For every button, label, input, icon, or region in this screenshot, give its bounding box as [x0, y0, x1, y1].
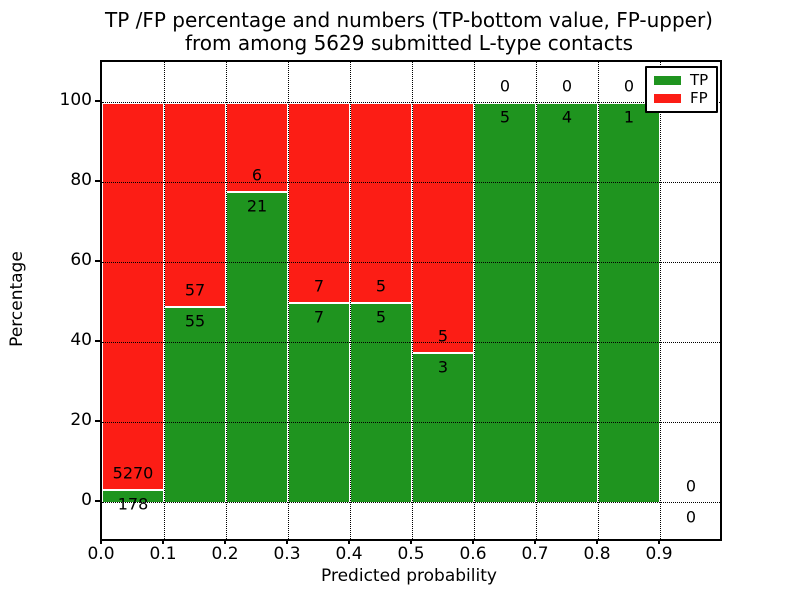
y-tick-label: 0 — [81, 490, 92, 510]
horizontal-gridline — [102, 262, 720, 263]
vertical-gridline — [536, 62, 537, 539]
fp-count-label: 6 — [251, 165, 263, 185]
x-tick-label: 0.3 — [273, 544, 301, 564]
fp-count-label: 0 — [685, 476, 697, 496]
horizontal-gridline — [102, 182, 720, 183]
legend-item-tp: TP — [647, 73, 716, 88]
legend-item-fp: FP — [647, 91, 716, 106]
horizontal-gridline — [102, 342, 720, 343]
tp-count-label: 5 — [375, 307, 387, 327]
y-tick-mark — [95, 420, 100, 422]
fp-bar-segment — [227, 102, 287, 191]
x-axis-label: Predicted probability — [321, 566, 497, 586]
tp-count-label: 55 — [184, 311, 206, 331]
tp-count-label: 0 — [685, 507, 697, 527]
vertical-gridline — [412, 62, 413, 539]
vertical-gridline — [474, 62, 475, 539]
legend-label: TP — [690, 71, 709, 89]
x-tick-label: 0.6 — [459, 544, 487, 564]
y-axis-label: Percentage — [7, 251, 27, 347]
tp-bar-segment — [103, 489, 163, 502]
tp-legend-swatch-icon — [654, 76, 681, 85]
fp-count-label: 7 — [313, 276, 325, 296]
y-tick-mark — [95, 100, 100, 102]
fp-count-label: 0 — [499, 76, 511, 96]
x-tick-mark — [658, 539, 660, 544]
tp-bar-segment — [537, 102, 597, 502]
tp-count-label: 178 — [117, 494, 149, 514]
x-tick-label: 0.5 — [397, 544, 425, 564]
tp-count-label: 3 — [437, 357, 449, 377]
tp-count-label: 1 — [623, 107, 635, 127]
fp-legend-swatch-icon — [654, 94, 681, 103]
fp-count-label: 57 — [184, 280, 206, 300]
tp-bar-segment — [475, 102, 535, 502]
tp-count-label: 7 — [313, 307, 325, 327]
tp-bar-segment — [413, 352, 473, 502]
x-tick-label: 0.1 — [149, 544, 177, 564]
x-tick-mark — [534, 539, 536, 544]
y-tick-mark — [95, 180, 100, 182]
vertical-gridline — [350, 62, 351, 539]
x-tick-mark — [286, 539, 288, 544]
fp-bar-segment — [413, 102, 473, 352]
x-tick-label: 0.2 — [211, 544, 239, 564]
fp-bar-segment — [289, 102, 349, 302]
x-tick-mark — [162, 539, 164, 544]
vertical-gridline — [164, 62, 165, 539]
tp-bar-segment — [351, 302, 411, 502]
tp-bar-segment — [227, 191, 287, 502]
vertical-gridline — [660, 62, 661, 539]
y-tick-label: 80 — [70, 170, 92, 190]
tp-count-label: 21 — [246, 196, 268, 216]
tp-bar-segment — [599, 102, 659, 502]
fp-bar-segment — [165, 102, 225, 306]
fp-count-label: 0 — [561, 76, 573, 96]
x-tick-mark — [410, 539, 412, 544]
horizontal-gridline — [102, 102, 720, 103]
x-tick-label: 0.9 — [645, 544, 673, 564]
x-tick-mark — [100, 539, 102, 544]
x-tick-label: 0.0 — [87, 544, 115, 564]
x-tick-label: 0.4 — [335, 544, 363, 564]
fp-count-label: 5270 — [112, 463, 154, 483]
plot-area: 5270 178 57 55 6 21 7 7 5 5 5 3 0 5 0 4 0 1 0 0 — [100, 60, 722, 541]
horizontal-gridline — [102, 502, 720, 503]
y-tick-mark — [95, 340, 100, 342]
legend-label: FP — [690, 89, 708, 107]
vertical-gridline — [598, 62, 599, 539]
x-tick-mark — [348, 539, 350, 544]
vertical-gridline — [288, 62, 289, 539]
x-tick-mark — [472, 539, 474, 544]
y-tick-label: 60 — [70, 250, 92, 270]
vertical-gridline — [226, 62, 227, 539]
y-tick-label: 20 — [70, 410, 92, 430]
legend: TP FP — [645, 66, 718, 113]
y-tick-mark — [95, 260, 100, 262]
chart-title-line2: from among 5629 submitted L-type contact… — [184, 31, 634, 55]
x-tick-label: 0.8 — [583, 544, 611, 564]
horizontal-gridline — [102, 422, 720, 423]
x-tick-mark — [596, 539, 598, 544]
fp-bar-segment — [103, 102, 163, 489]
chart-title-line1: TP /FP percentage and numbers (TP-bottom… — [105, 8, 713, 32]
y-tick-label: 100 — [59, 90, 92, 110]
tp-bar-segment — [165, 306, 225, 502]
fp-count-label: 0 — [623, 76, 635, 96]
y-tick-label: 40 — [70, 330, 92, 350]
fp-bar-segment — [351, 102, 411, 302]
tp-bar-segment — [289, 302, 349, 502]
x-tick-label: 0.7 — [521, 544, 549, 564]
tp-count-label: 5 — [499, 107, 511, 127]
x-tick-mark — [224, 539, 226, 544]
tp-count-label: 4 — [561, 107, 573, 127]
fp-count-label: 5 — [437, 326, 449, 346]
y-tick-mark — [95, 500, 100, 502]
fp-count-label: 5 — [375, 276, 387, 296]
